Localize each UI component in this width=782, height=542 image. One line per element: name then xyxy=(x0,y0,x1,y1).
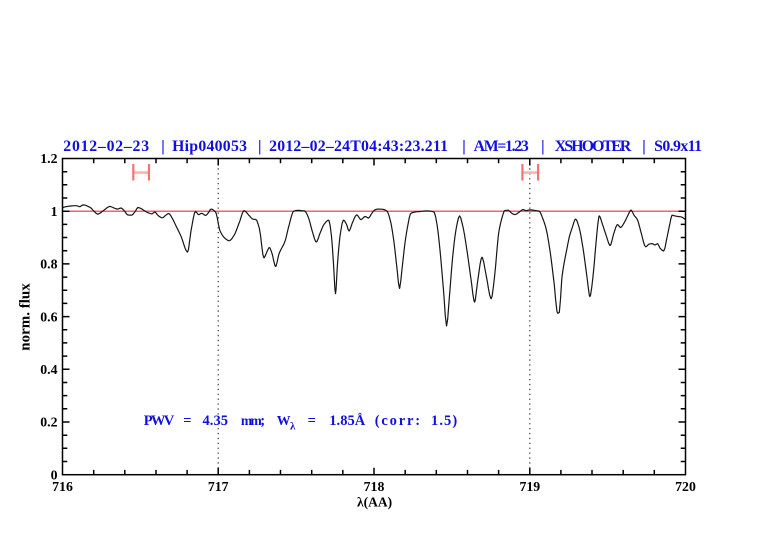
svg-text:1.5): 1.5) xyxy=(431,413,457,429)
svg-text:=: = xyxy=(183,413,191,429)
svg-text:;: ; xyxy=(260,413,265,429)
svg-text:m: m xyxy=(241,413,253,428)
svg-text:4.35: 4.35 xyxy=(203,413,229,429)
svg-text:|: | xyxy=(541,138,544,155)
svg-text:2012–02–23: 2012–02–23 xyxy=(63,138,149,155)
svg-text:|: | xyxy=(642,138,645,155)
svg-text:|: | xyxy=(161,138,164,155)
svg-text:1: 1 xyxy=(51,204,58,219)
svg-text:719: 719 xyxy=(519,479,540,494)
svg-text:AM=1.23: AM=1.23 xyxy=(474,138,529,155)
svg-text:λ(AA): λ(AA) xyxy=(357,495,392,510)
svg-text:0.6: 0.6 xyxy=(40,309,57,324)
svg-text:2012–02–24T04:43:23.211: 2012–02–24T04:43:23.211 xyxy=(269,138,448,155)
svg-text:PWV: PWV xyxy=(144,413,175,429)
svg-text:Hip040053: Hip040053 xyxy=(172,138,247,155)
svg-text:S0.9x11: S0.9x11 xyxy=(654,138,702,155)
svg-text:|: | xyxy=(462,138,465,155)
svg-text:718: 718 xyxy=(364,479,385,494)
svg-text:norm. flux: norm. flux xyxy=(18,283,34,351)
svg-text:=: = xyxy=(308,413,316,429)
svg-text:0.4: 0.4 xyxy=(40,362,57,377)
svg-text:716: 716 xyxy=(52,479,73,494)
svg-text:0: 0 xyxy=(51,467,58,482)
svg-text:W: W xyxy=(277,413,291,428)
svg-text:XSHOOTER: XSHOOTER xyxy=(555,138,632,155)
svg-text:0.2: 0.2 xyxy=(40,415,57,430)
svg-text:m: m xyxy=(251,413,263,428)
svg-text:1.2: 1.2 xyxy=(40,151,57,166)
svg-text:720: 720 xyxy=(675,479,696,494)
svg-text:0.8: 0.8 xyxy=(40,257,57,272)
svg-text:1.85Å: 1.85Å xyxy=(329,413,365,429)
svg-text:717: 717 xyxy=(208,479,229,494)
svg-text:λ: λ xyxy=(290,421,296,433)
svg-text:|: | xyxy=(258,138,261,155)
